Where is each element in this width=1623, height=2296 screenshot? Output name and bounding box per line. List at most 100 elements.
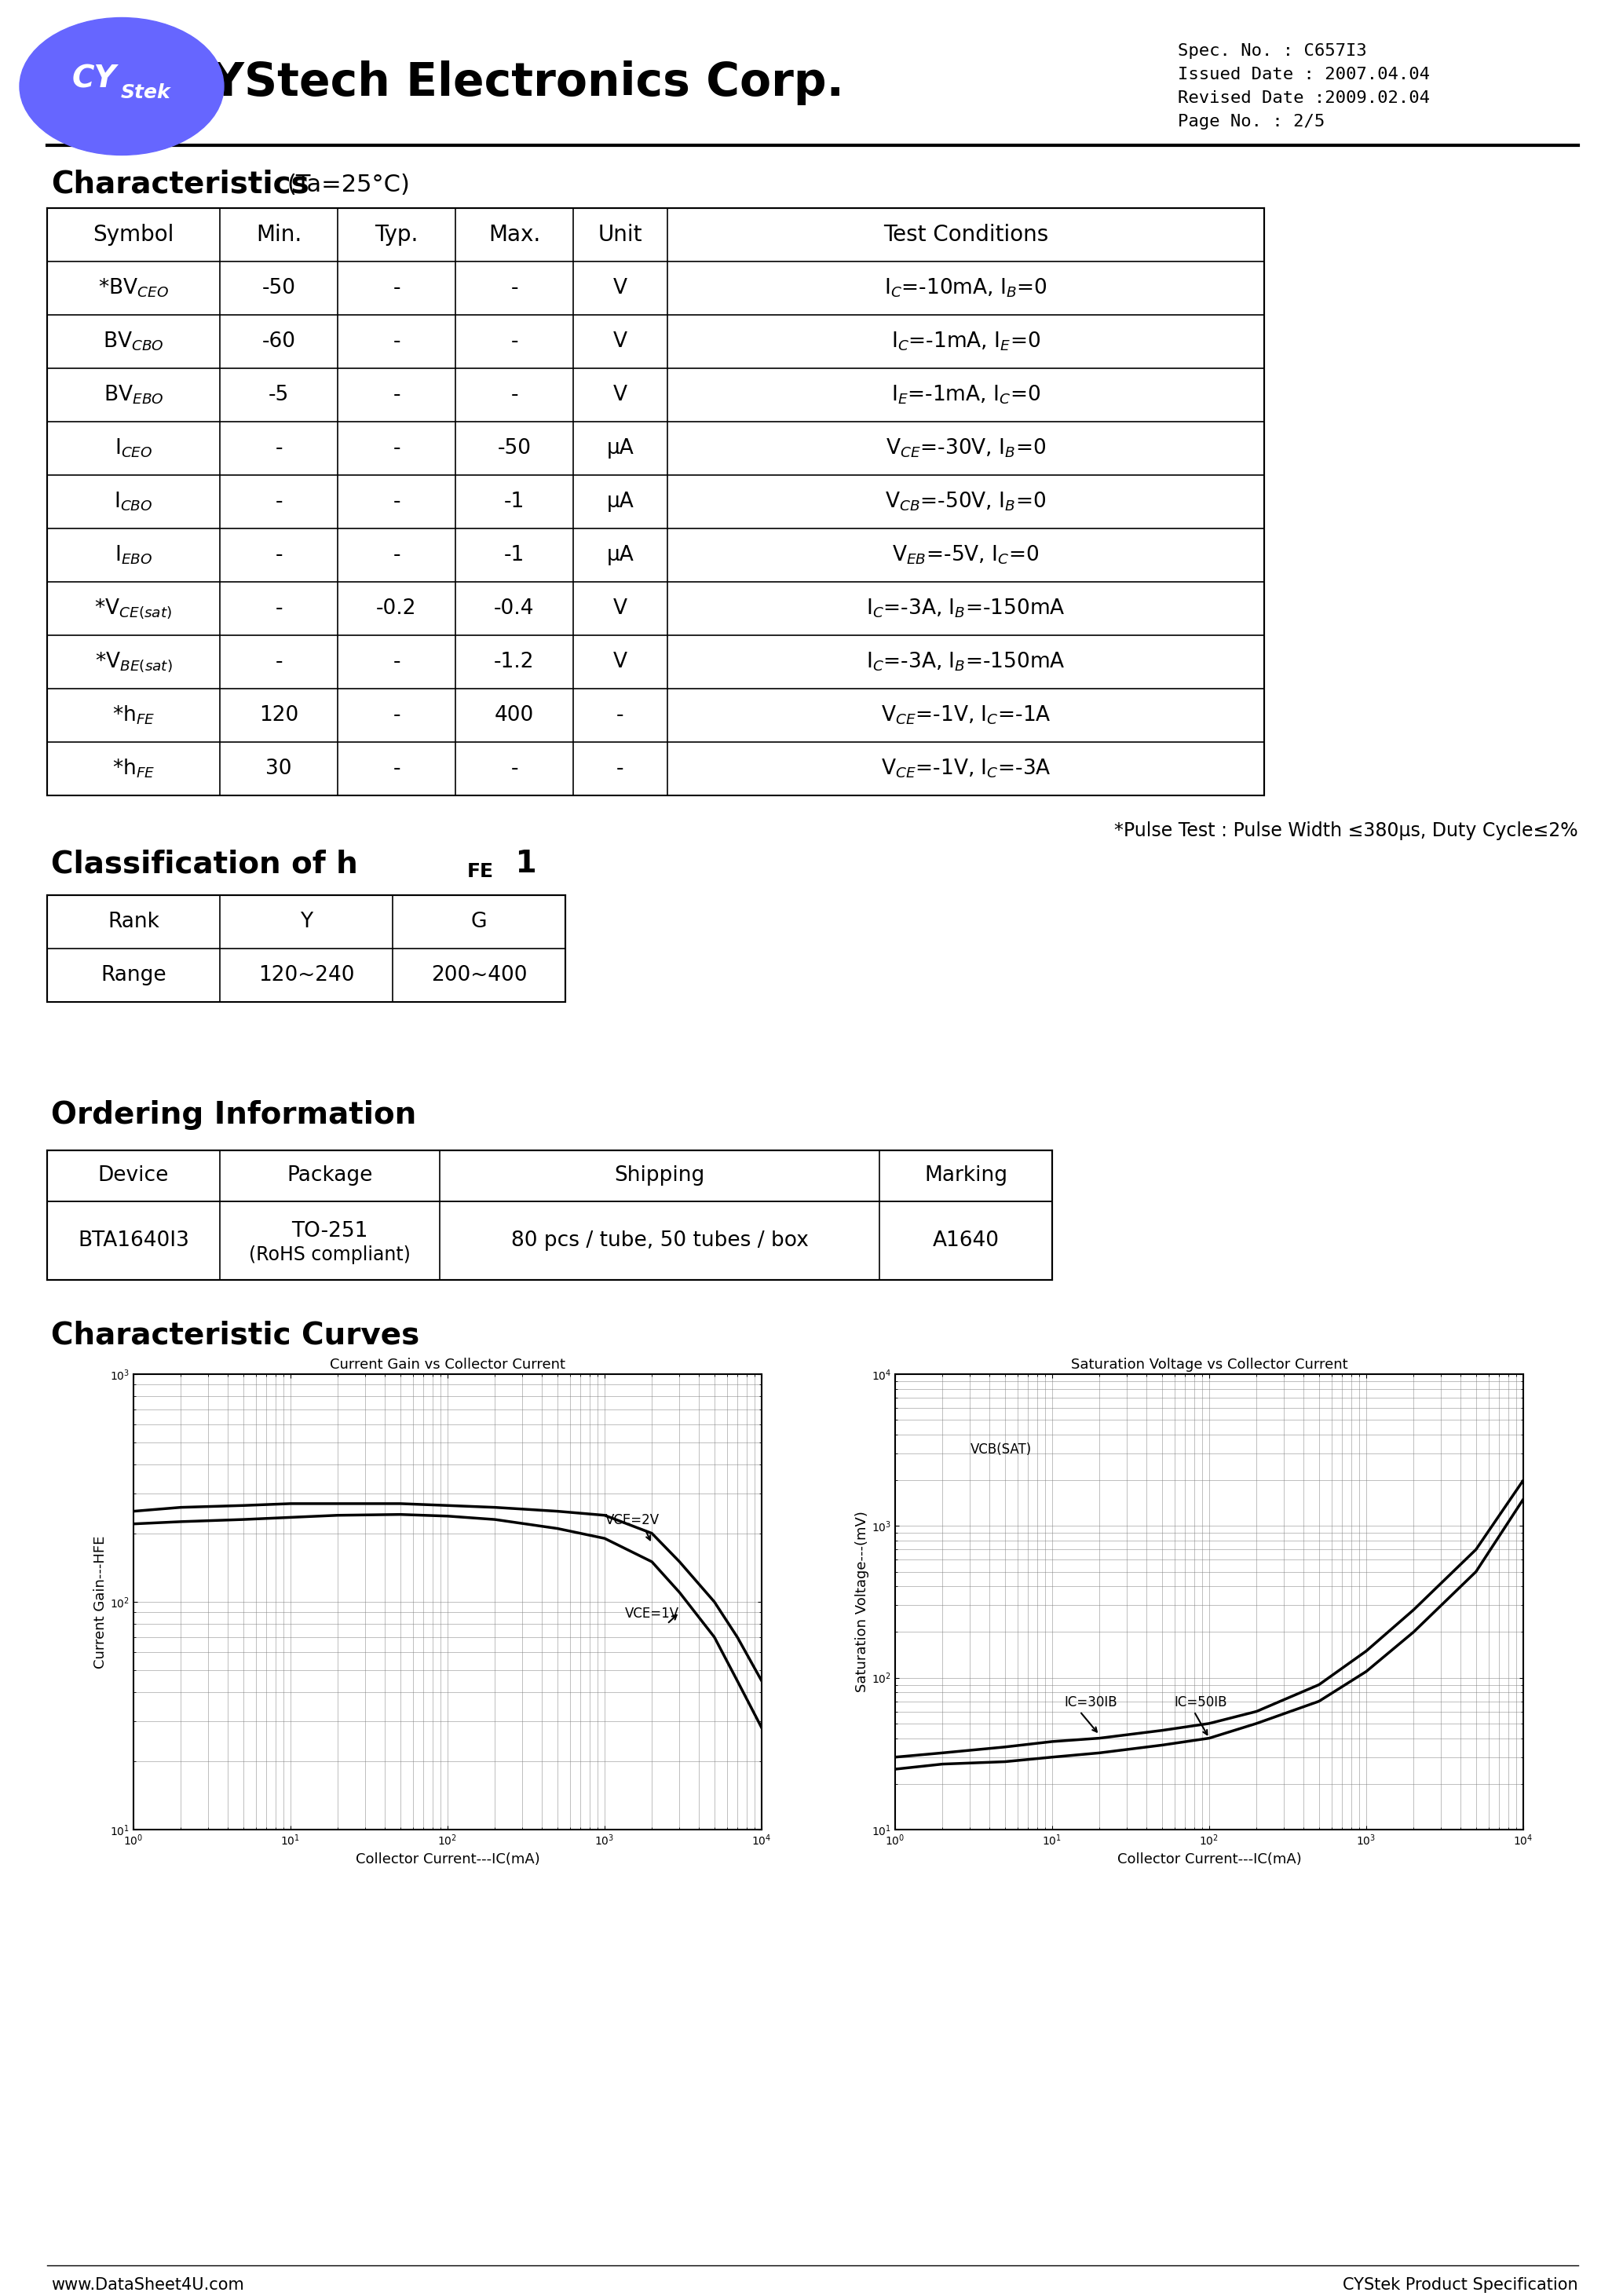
- Text: -: -: [511, 278, 518, 298]
- Text: I$_C$=-1mA, I$_E$=0: I$_C$=-1mA, I$_E$=0: [891, 331, 1040, 354]
- Text: IC=50IB: IC=50IB: [1175, 1694, 1227, 1708]
- Text: -: -: [274, 544, 282, 565]
- Text: G: G: [471, 912, 487, 932]
- Text: -: -: [393, 331, 401, 351]
- Text: -: -: [274, 491, 282, 512]
- Text: Ordering Information: Ordering Information: [50, 1100, 417, 1130]
- FancyBboxPatch shape: [47, 209, 1264, 794]
- Text: -: -: [393, 439, 401, 459]
- Text: BTA1640I3: BTA1640I3: [78, 1231, 190, 1251]
- Text: V: V: [613, 331, 628, 351]
- X-axis label: Collector Current---IC(mA): Collector Current---IC(mA): [355, 1853, 540, 1867]
- Text: BV$_{EBO}$: BV$_{EBO}$: [104, 383, 164, 406]
- Text: VCE=2V: VCE=2V: [605, 1513, 659, 1527]
- Text: Max.: Max.: [489, 223, 540, 246]
- Text: I$_E$=-1mA, I$_C$=0: I$_E$=-1mA, I$_C$=0: [891, 383, 1040, 406]
- Text: *V$_{CE(sat)}$: *V$_{CE(sat)}$: [94, 597, 172, 620]
- Text: VCB(SAT): VCB(SAT): [971, 1442, 1032, 1456]
- Text: I$_{EBO}$: I$_{EBO}$: [115, 544, 153, 567]
- Text: -: -: [511, 331, 518, 351]
- Text: Package: Package: [287, 1166, 373, 1187]
- Text: V$_{CE}$=-30V, I$_B$=0: V$_{CE}$=-30V, I$_B$=0: [886, 436, 1045, 459]
- Text: μA: μA: [607, 491, 635, 512]
- Text: BV$_{CBO}$: BV$_{CBO}$: [102, 331, 164, 354]
- Text: I$_{CBO}$: I$_{CBO}$: [114, 491, 153, 512]
- Text: -: -: [393, 544, 401, 565]
- Text: -: -: [274, 599, 282, 618]
- Text: 30: 30: [266, 758, 292, 778]
- Text: V: V: [613, 278, 628, 298]
- Text: www.DataSheet4U.com: www.DataSheet4U.com: [50, 2278, 243, 2294]
- Text: V: V: [613, 652, 628, 673]
- Text: *h$_{FE}$: *h$_{FE}$: [112, 758, 154, 781]
- Text: Classification of h: Classification of h: [50, 850, 357, 879]
- Text: -: -: [617, 705, 623, 726]
- Text: 120: 120: [260, 705, 299, 726]
- Text: -: -: [274, 439, 282, 459]
- Text: Shipping: Shipping: [615, 1166, 704, 1187]
- Text: -: -: [393, 758, 401, 778]
- Text: TO-251: TO-251: [292, 1221, 368, 1242]
- Text: Revised Date :2009.02.04: Revised Date :2009.02.04: [1178, 90, 1430, 106]
- Text: Symbol: Symbol: [93, 223, 174, 246]
- Text: Min.: Min.: [256, 223, 302, 246]
- Text: μA: μA: [607, 439, 635, 459]
- Text: -1.2: -1.2: [493, 652, 534, 673]
- Text: 120~240: 120~240: [258, 964, 354, 985]
- Text: Y: Y: [300, 912, 313, 932]
- Y-axis label: Current Gain---HFE: Current Gain---HFE: [94, 1536, 107, 1669]
- FancyBboxPatch shape: [47, 895, 565, 1001]
- Text: 80 pcs / tube, 50 tubes / box: 80 pcs / tube, 50 tubes / box: [511, 1231, 808, 1251]
- Text: (RoHS compliant): (RoHS compliant): [248, 1244, 411, 1265]
- Text: Range: Range: [101, 964, 166, 985]
- Text: Test Conditions: Test Conditions: [883, 223, 1048, 246]
- Text: 400: 400: [495, 705, 534, 726]
- Title: Saturation Voltage vs Collector Current: Saturation Voltage vs Collector Current: [1071, 1357, 1347, 1371]
- Text: V$_{CE}$=-1V, I$_C$=-1A: V$_{CE}$=-1V, I$_C$=-1A: [881, 705, 1050, 726]
- Text: *V$_{BE(sat)}$: *V$_{BE(sat)}$: [94, 650, 172, 673]
- Text: -5: -5: [268, 386, 289, 404]
- Text: -50: -50: [497, 439, 531, 459]
- X-axis label: Collector Current---IC(mA): Collector Current---IC(mA): [1117, 1853, 1302, 1867]
- Text: -: -: [393, 491, 401, 512]
- Text: CYStek Product Specification: CYStek Product Specification: [1342, 2278, 1578, 2294]
- Text: Stek: Stek: [120, 83, 170, 101]
- Text: A1640: A1640: [933, 1231, 1000, 1251]
- Text: 200~400: 200~400: [430, 964, 527, 985]
- Text: V: V: [613, 599, 628, 618]
- Text: V$_{EB}$=-5V, I$_C$=0: V$_{EB}$=-5V, I$_C$=0: [893, 544, 1039, 567]
- Text: I$_C$=-3A, I$_B$=-150mA: I$_C$=-3A, I$_B$=-150mA: [867, 650, 1065, 673]
- Text: -50: -50: [261, 278, 295, 298]
- Text: VCE=1V: VCE=1V: [625, 1607, 678, 1621]
- Text: Marking: Marking: [923, 1166, 1008, 1187]
- Text: -1: -1: [505, 544, 524, 565]
- Text: I$_C$=-10mA, I$_B$=0: I$_C$=-10mA, I$_B$=0: [885, 278, 1047, 298]
- Text: IC=30IB: IC=30IB: [1065, 1694, 1118, 1708]
- Text: μA: μA: [607, 544, 635, 565]
- Title: Current Gain vs Collector Current: Current Gain vs Collector Current: [329, 1357, 565, 1371]
- Text: V: V: [613, 386, 628, 404]
- Text: -: -: [511, 386, 518, 404]
- Text: Characteristic Curves: Characteristic Curves: [50, 1320, 419, 1350]
- Text: (Ta=25°C): (Ta=25°C): [287, 172, 409, 195]
- Ellipse shape: [19, 18, 224, 156]
- Text: -0.4: -0.4: [493, 599, 534, 618]
- Text: *BV$_{CEO}$: *BV$_{CEO}$: [97, 278, 169, 298]
- Text: Device: Device: [97, 1166, 169, 1187]
- Text: Rank: Rank: [107, 912, 159, 932]
- Text: -: -: [511, 758, 518, 778]
- Text: Issued Date : 2007.04.04: Issued Date : 2007.04.04: [1178, 67, 1430, 83]
- Text: CY: CY: [71, 64, 117, 94]
- Text: 1: 1: [505, 850, 537, 879]
- Text: FE: FE: [467, 863, 493, 882]
- Text: -: -: [393, 386, 401, 404]
- Text: -: -: [617, 758, 623, 778]
- FancyBboxPatch shape: [47, 1150, 1052, 1279]
- Text: -: -: [274, 652, 282, 673]
- Text: Characteristics: Characteristics: [50, 170, 308, 200]
- Text: CYStech Electronics Corp.: CYStech Electronics Corp.: [177, 60, 844, 106]
- Text: *Pulse Test : Pulse Width ≤380μs, Duty Cycle≤2%: *Pulse Test : Pulse Width ≤380μs, Duty C…: [1115, 822, 1578, 840]
- Text: -: -: [393, 705, 401, 726]
- Text: -1: -1: [505, 491, 524, 512]
- Text: Page No. : 2/5: Page No. : 2/5: [1178, 115, 1324, 129]
